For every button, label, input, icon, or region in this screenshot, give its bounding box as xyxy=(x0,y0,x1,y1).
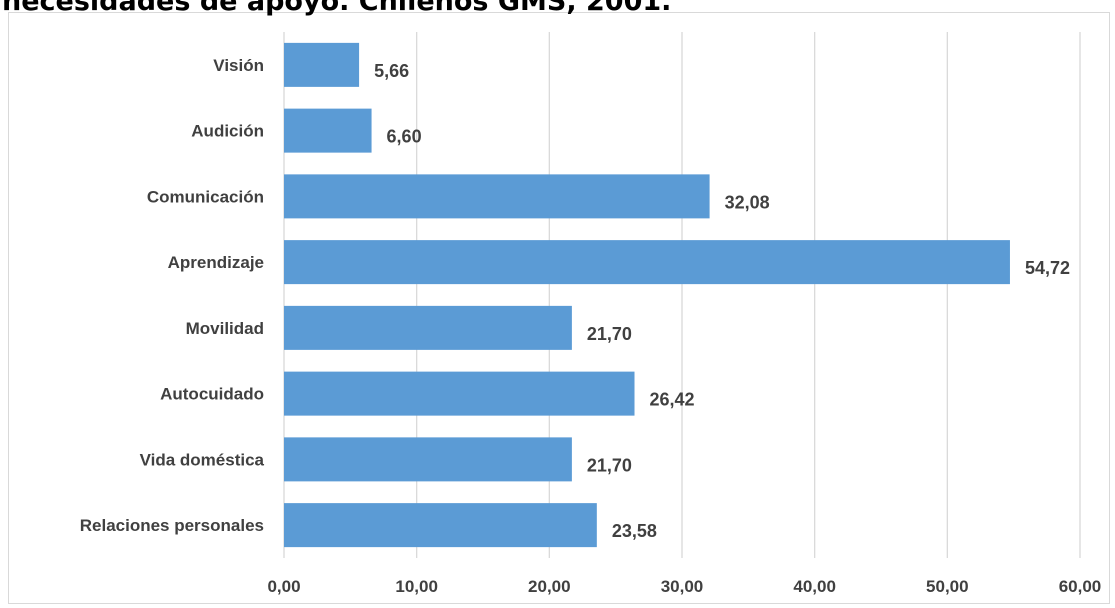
category-label: Comunicación xyxy=(147,187,264,206)
label-layer: 0,00 10,00 20,00 30,00 40,00 50,00 60,00 Visión… xyxy=(80,56,1102,596)
x-tick-label: 30,00 xyxy=(661,577,704,596)
category-label: Autocuidado xyxy=(160,385,264,404)
category-label: Audición xyxy=(191,122,264,141)
bar xyxy=(284,108,372,153)
bar xyxy=(284,371,635,416)
category-label: Visión xyxy=(213,56,264,75)
bar xyxy=(284,240,1010,285)
value-label: 6,60 xyxy=(387,127,422,147)
x-tick-label: 60,00 xyxy=(1059,577,1102,596)
category-label: Movilidad xyxy=(186,319,264,338)
bar xyxy=(284,437,572,482)
value-label: 26,42 xyxy=(650,390,695,410)
x-tick-label: 10,00 xyxy=(395,577,438,596)
bar xyxy=(284,42,360,87)
value-label: 5,66 xyxy=(374,61,409,81)
category-label: Vida doméstica xyxy=(140,450,265,469)
bar xyxy=(284,305,572,350)
value-label: 32,08 xyxy=(725,192,770,212)
category-label: Aprendizaje xyxy=(168,253,264,272)
bar xyxy=(284,174,710,219)
chart-frame xyxy=(8,12,1110,604)
value-label: 23,58 xyxy=(612,521,657,541)
bar xyxy=(284,503,597,548)
x-tick-label: 20,00 xyxy=(528,577,571,596)
x-tick-label: 40,00 xyxy=(793,577,836,596)
x-tick-label: 0,00 xyxy=(267,577,300,596)
bar-layer xyxy=(284,42,1010,548)
value-label: 21,70 xyxy=(587,455,632,475)
category-label: Relaciones personales xyxy=(80,516,264,535)
x-tick-label: 50,00 xyxy=(926,577,969,596)
value-label: 21,70 xyxy=(587,324,632,344)
chart-title: necesidades de apoyo. Chilenos GMS, 2001… xyxy=(2,0,672,17)
value-label: 54,72 xyxy=(1025,258,1070,278)
